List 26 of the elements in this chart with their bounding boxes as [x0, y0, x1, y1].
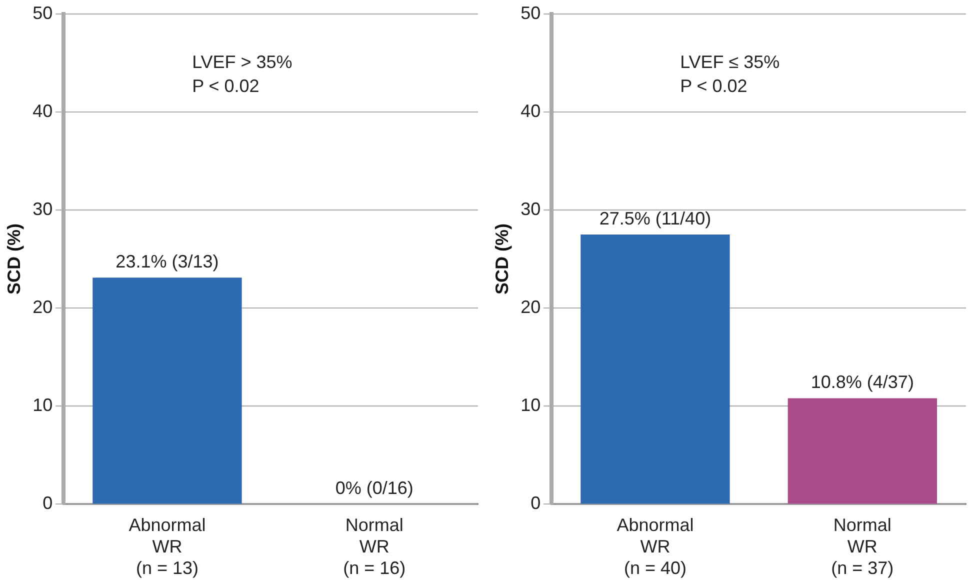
data-label: 27.5% (11/40): [599, 208, 712, 228]
y-axis-title: SCD (%): [4, 223, 24, 294]
annotation: LVEF > 35%: [192, 52, 292, 72]
x-tick-label: Normal WR (n = 16): [343, 514, 406, 578]
y-tick-label: 30: [32, 198, 53, 219]
y-tick-label: 0: [530, 493, 541, 514]
y-tick-label: 50: [520, 2, 541, 23]
y-tick-label: 10: [520, 395, 541, 416]
y-axis-title: SCD (%): [492, 223, 512, 294]
y-tick-label: 30: [520, 198, 541, 219]
annotation: LVEF ≤ 35%: [680, 52, 780, 72]
y-tick-label: 40: [32, 100, 53, 121]
y-tick-label: 40: [520, 100, 541, 121]
annotation: P < 0.02: [680, 76, 748, 96]
data-label: 23.1% (3/13): [116, 252, 219, 272]
x-tick-label: Normal WR (n = 37): [831, 514, 894, 578]
y-tick-label: 20: [32, 297, 53, 318]
x-tick-label: Abnormal WR (n = 13): [128, 514, 206, 578]
x-tick-label: Abnormal WR (n = 40): [616, 514, 694, 578]
y-tick-label: 50: [32, 2, 53, 23]
y-tick-label: 20: [520, 297, 541, 318]
data-label: 0% (0/16): [335, 478, 414, 498]
y-tick-label: 0: [42, 493, 53, 514]
y-tick-label: 10: [32, 395, 53, 416]
data-label: 10.8% (4/37): [810, 372, 914, 392]
annotation: P < 0.02: [192, 76, 260, 96]
